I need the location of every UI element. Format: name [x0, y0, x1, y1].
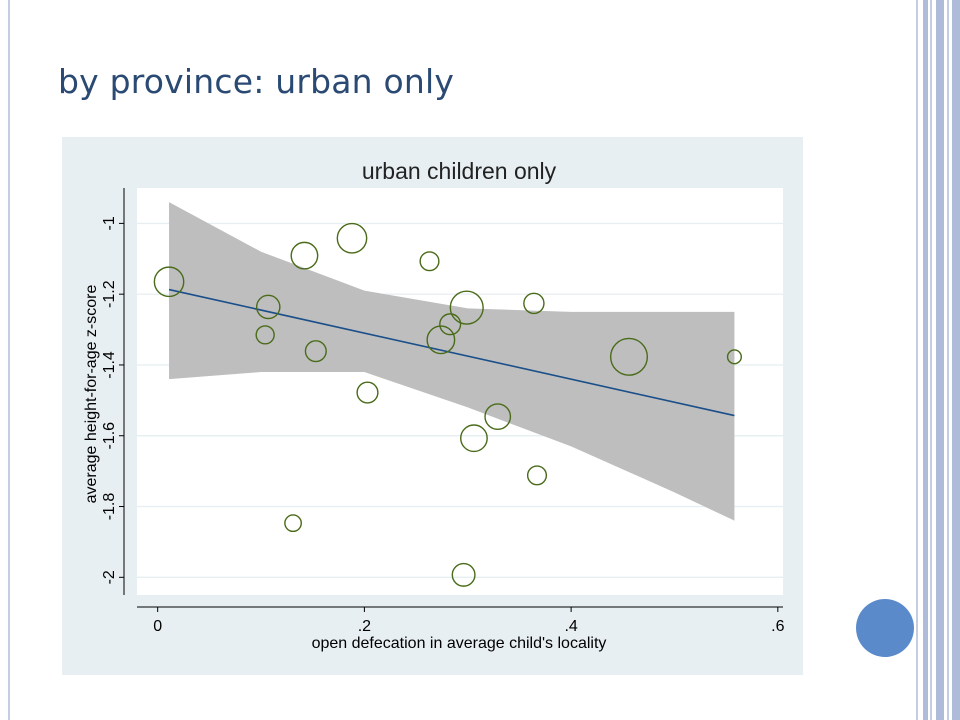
border-stripe: [916, 0, 918, 720]
y-tick-label: -1.6: [101, 422, 118, 450]
data-point: [356, 381, 379, 404]
data-point: [419, 251, 440, 272]
border-stripe: [947, 0, 949, 720]
chart-title: urban children only: [362, 158, 557, 184]
x-tick-label: .6: [771, 618, 784, 635]
data-point: [439, 313, 462, 336]
data-point: [426, 325, 456, 355]
y-tick-label: -1: [101, 216, 118, 230]
slide-left-border: [8, 0, 10, 720]
data-point: [484, 403, 512, 431]
data-point: [523, 292, 545, 315]
data-point: [726, 349, 742, 365]
nav-circle-button[interactable]: [856, 599, 914, 657]
y-tick-label: -2: [101, 570, 118, 584]
data-point: [449, 290, 484, 325]
data-point: [451, 562, 476, 587]
x-axis-label: open defecation in average child's local…: [312, 635, 607, 652]
data-point: [526, 465, 548, 486]
data-point: [255, 325, 275, 345]
data-points: [153, 222, 742, 587]
border-stripe: [936, 0, 944, 720]
x-tick-label: .2: [358, 618, 371, 635]
slide-title: by province: urban only: [58, 62, 455, 101]
y-axis-label: average height-for-age z-score: [83, 285, 100, 504]
data-point: [153, 266, 185, 298]
y-tick-label: -1.4: [101, 351, 118, 379]
data-point: [304, 340, 327, 363]
axes: -2 -1.8 -1.6 -1.4 -1.2 -1 0 .2 .4 .6: [101, 188, 785, 635]
y-tick-label: -1.8: [101, 493, 118, 521]
fit-line: [168, 288, 735, 417]
data-point: [284, 514, 302, 533]
data-point: [336, 222, 368, 254]
data-point: [460, 424, 488, 453]
border-stripe: [930, 0, 932, 720]
y-tick-label: -1.2: [101, 280, 118, 308]
data-point: [255, 294, 281, 320]
border-stripe: [923, 0, 928, 720]
data-point: [609, 337, 649, 376]
x-tick-label: 0: [153, 618, 162, 635]
x-tick-label: .4: [564, 618, 577, 635]
slide-right-border: [916, 0, 960, 720]
confidence-band: [169, 202, 735, 521]
data-point: [290, 241, 319, 270]
border-stripe: [952, 0, 960, 720]
scatter-chart: -2 -1.8 -1.6 -1.4 -1.2 -1 0 .2 .4 .6 urban childr…: [62, 137, 803, 675]
chart-svg: -2 -1.8 -1.6 -1.4 -1.2 -1 0 .2 .4 .6 urban childr…: [62, 137, 803, 675]
